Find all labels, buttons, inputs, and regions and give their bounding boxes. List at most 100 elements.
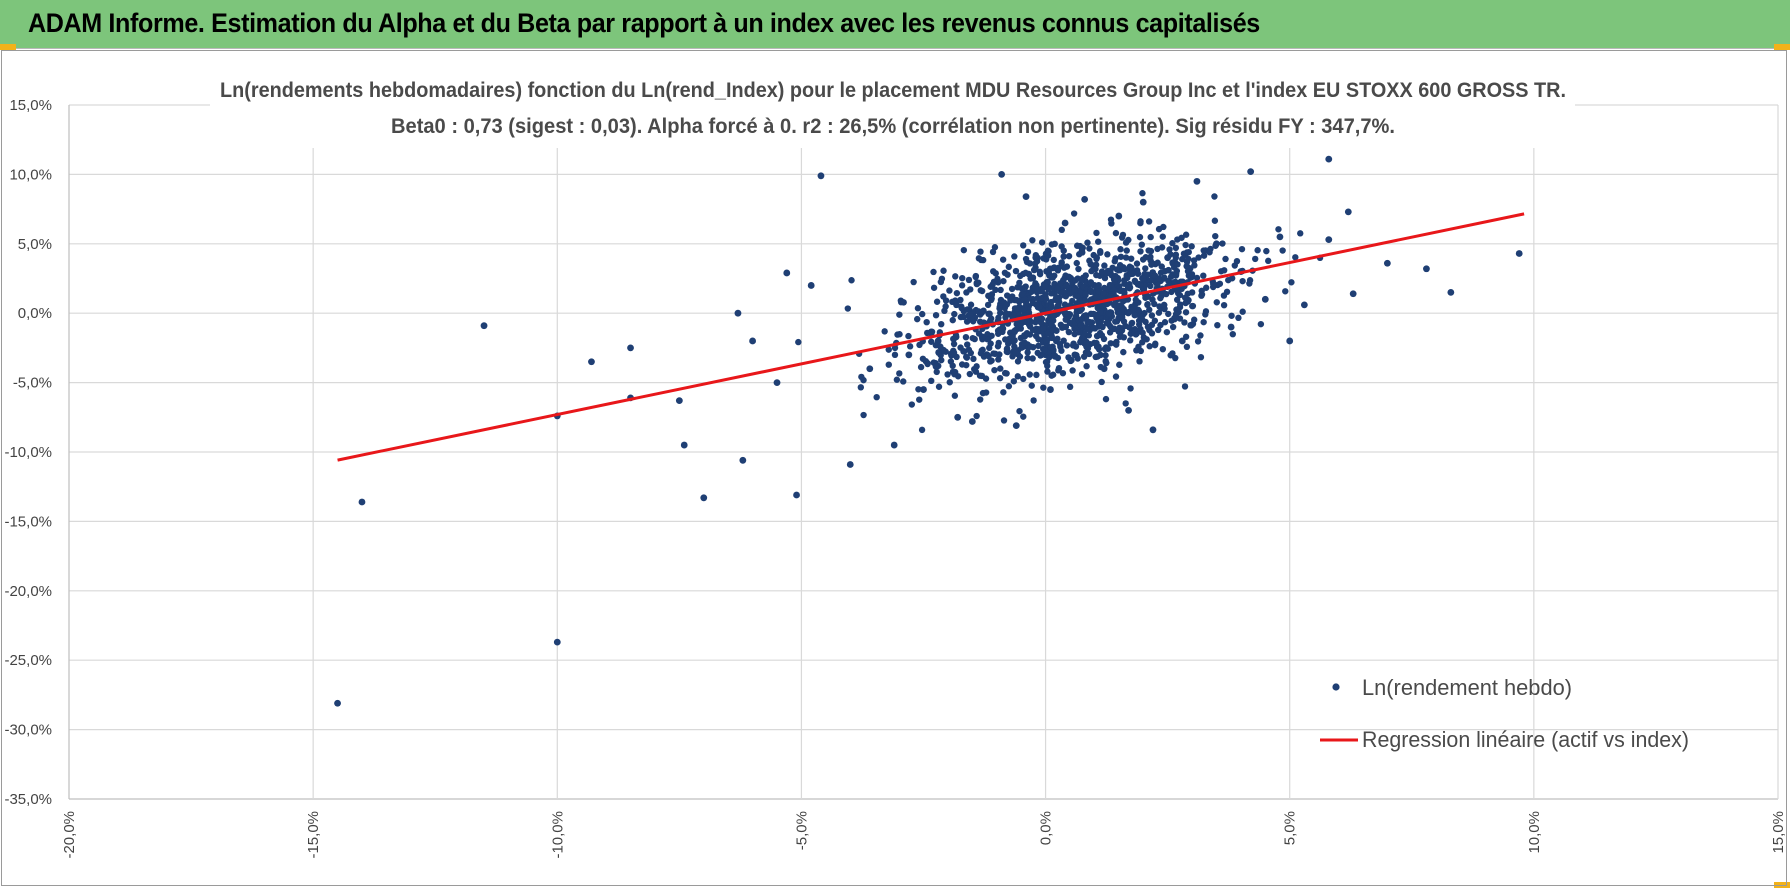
data-point — [1188, 322, 1195, 329]
data-point — [952, 297, 959, 304]
data-point — [1198, 287, 1205, 295]
data-point — [1123, 247, 1130, 254]
data-point — [994, 343, 1002, 350]
data-point — [1178, 337, 1186, 345]
data-point — [749, 337, 756, 345]
data-point — [1059, 369, 1067, 377]
chart-legend: Ln(rendement hebdo) Regression linéaire … — [1320, 675, 1689, 752]
data-point — [1029, 326, 1037, 334]
data-point — [966, 370, 974, 378]
data-point — [940, 293, 947, 300]
corner-marker-right — [1774, 44, 1790, 50]
data-point — [967, 301, 975, 308]
data-point — [1058, 243, 1065, 250]
data-point — [1097, 249, 1104, 256]
data-point — [968, 418, 976, 425]
data-point — [942, 303, 949, 310]
data-point — [1021, 339, 1028, 346]
data-point — [893, 376, 901, 383]
data-point — [928, 377, 935, 385]
data-point — [1154, 281, 1161, 289]
data-point — [1038, 295, 1045, 302]
y-tick-label: -10,0% — [4, 444, 52, 461]
data-point — [1078, 371, 1086, 378]
data-point — [963, 354, 971, 361]
data-point — [1042, 295, 1050, 303]
data-point — [918, 426, 926, 434]
data-point — [933, 368, 940, 376]
data-point — [1055, 301, 1062, 309]
data-point — [1104, 345, 1112, 352]
data-point — [1060, 264, 1068, 271]
data-point — [1023, 329, 1031, 337]
data-point — [1126, 337, 1134, 344]
data-point — [1074, 355, 1081, 362]
data-point — [1082, 290, 1089, 298]
data-point — [881, 328, 888, 335]
data-point — [1087, 310, 1095, 318]
chart-title-line2: Beta0 : 0,73 (sigest : 0,03). Alpha forc… — [391, 115, 1395, 138]
x-tick-label: 0,0% — [1038, 811, 1055, 845]
data-point — [1220, 301, 1228, 309]
data-point — [994, 275, 1001, 283]
data-point — [1078, 276, 1085, 283]
data-point — [967, 311, 974, 318]
data-point — [807, 282, 815, 289]
data-point — [1134, 270, 1142, 277]
data-point — [988, 291, 996, 298]
data-point — [1025, 321, 1033, 328]
data-point — [1203, 284, 1210, 291]
data-point — [1087, 261, 1094, 268]
data-point — [1068, 357, 1075, 364]
data-point — [1002, 336, 1009, 343]
data-point — [1212, 232, 1219, 240]
data-point — [1077, 322, 1085, 329]
data-point — [928, 338, 935, 345]
data-point — [1139, 190, 1146, 197]
data-point — [900, 378, 907, 385]
data-point — [1049, 371, 1057, 378]
data-point — [982, 375, 990, 382]
data-point — [975, 279, 982, 286]
data-point — [1121, 265, 1128, 273]
data-point — [932, 363, 940, 370]
data-point — [1036, 270, 1044, 278]
x-tick-label: 15,0% — [1770, 811, 1787, 854]
data-point — [965, 276, 973, 284]
data-point — [1222, 255, 1229, 263]
data-point — [1106, 329, 1114, 336]
data-point — [1032, 301, 1040, 308]
data-point — [958, 361, 966, 368]
data-point — [1054, 335, 1061, 342]
data-point — [1137, 218, 1144, 225]
data-point — [985, 310, 992, 318]
data-point — [996, 305, 1003, 312]
data-point — [1228, 312, 1235, 319]
data-point — [1077, 307, 1084, 314]
data-point — [1065, 328, 1073, 336]
data-point — [1048, 334, 1056, 342]
data-point — [1161, 319, 1169, 326]
data-point — [1038, 315, 1046, 322]
data-point — [1088, 267, 1095, 275]
data-point — [1300, 301, 1308, 309]
data-point — [987, 296, 995, 304]
data-point — [960, 246, 968, 254]
data-point — [1061, 310, 1069, 317]
data-point — [1092, 261, 1100, 268]
data-point — [1169, 323, 1177, 331]
data-point — [1081, 195, 1089, 203]
data-point — [1065, 252, 1073, 260]
data-point — [950, 335, 957, 343]
data-point — [990, 268, 997, 275]
data-point — [1032, 319, 1039, 326]
data-point — [1030, 266, 1038, 274]
data-point — [1000, 389, 1007, 396]
data-point — [1189, 302, 1196, 310]
data-point — [992, 350, 999, 358]
data-point — [982, 389, 990, 396]
data-point — [967, 349, 975, 357]
data-point — [978, 309, 986, 316]
data-point — [1132, 296, 1140, 303]
data-point — [1080, 353, 1088, 360]
